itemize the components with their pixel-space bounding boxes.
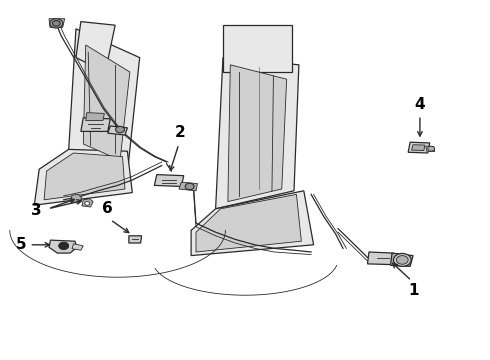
Polygon shape bbox=[108, 126, 127, 135]
Polygon shape bbox=[368, 252, 393, 265]
Polygon shape bbox=[76, 22, 115, 72]
Polygon shape bbox=[426, 146, 435, 152]
Polygon shape bbox=[44, 153, 125, 200]
Polygon shape bbox=[49, 240, 77, 253]
Circle shape bbox=[428, 146, 435, 151]
Polygon shape bbox=[228, 65, 287, 202]
Polygon shape bbox=[129, 236, 142, 243]
Polygon shape bbox=[179, 182, 197, 191]
Circle shape bbox=[116, 126, 124, 133]
Circle shape bbox=[393, 253, 411, 266]
Polygon shape bbox=[71, 194, 82, 203]
Polygon shape bbox=[191, 191, 314, 256]
Polygon shape bbox=[72, 244, 83, 250]
Circle shape bbox=[396, 256, 408, 264]
Polygon shape bbox=[86, 113, 104, 121]
Polygon shape bbox=[412, 145, 425, 150]
Polygon shape bbox=[216, 58, 299, 209]
Circle shape bbox=[50, 19, 63, 28]
Polygon shape bbox=[81, 118, 110, 131]
Polygon shape bbox=[83, 45, 130, 160]
Circle shape bbox=[59, 242, 69, 249]
Polygon shape bbox=[49, 19, 65, 27]
Polygon shape bbox=[391, 253, 413, 266]
Text: 4: 4 bbox=[415, 96, 425, 112]
Text: 6: 6 bbox=[102, 201, 113, 216]
Text: 5: 5 bbox=[15, 237, 26, 252]
Circle shape bbox=[185, 183, 194, 190]
Polygon shape bbox=[69, 29, 140, 173]
Polygon shape bbox=[82, 199, 93, 207]
Circle shape bbox=[52, 21, 60, 26]
Polygon shape bbox=[196, 194, 301, 252]
Polygon shape bbox=[154, 175, 184, 186]
Circle shape bbox=[85, 202, 90, 205]
Polygon shape bbox=[34, 149, 132, 205]
Text: 3: 3 bbox=[31, 203, 42, 218]
Text: 1: 1 bbox=[409, 283, 419, 298]
Circle shape bbox=[59, 242, 69, 249]
Polygon shape bbox=[223, 25, 292, 72]
Text: 2: 2 bbox=[174, 125, 185, 140]
Polygon shape bbox=[408, 142, 430, 153]
